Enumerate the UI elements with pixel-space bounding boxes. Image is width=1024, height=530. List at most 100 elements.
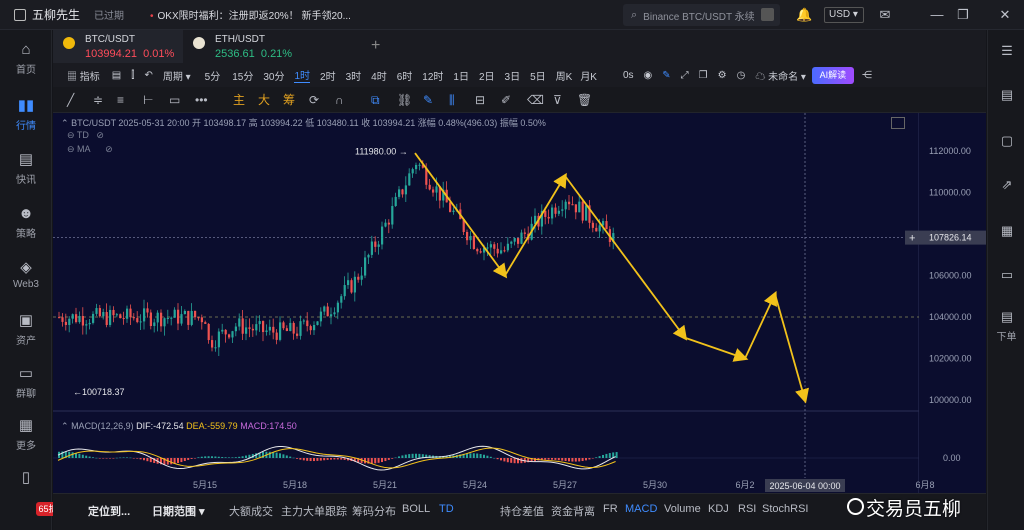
- panel-icon[interactable]: ▭: [1000, 267, 1014, 282]
- indicator-oi-diff[interactable]: 持仓差值: [500, 506, 544, 518]
- trash-icon[interactable]: 🗑: [577, 93, 593, 107]
- price-chart[interactable]: 112000.00110000.00108000.00106000.001040…: [53, 113, 1024, 493]
- info-icon[interactable]: ▢: [1000, 133, 1014, 148]
- sync-icon[interactable]: ⟳: [309, 93, 320, 107]
- indicator-fr[interactable]: FR: [603, 503, 618, 515]
- interval-4h[interactable]: 4时: [371, 71, 387, 83]
- undo-icon[interactable]: ↶: [144, 69, 153, 81]
- nav-home[interactable]: ⌂ 首页: [16, 41, 36, 77]
- scan-icon[interactable]: [761, 8, 774, 21]
- indicator-large-trade[interactable]: 大额成交: [229, 506, 273, 518]
- indicator-boll[interactable]: BOLL: [402, 503, 431, 515]
- trend-icon[interactable]: ⇗: [1001, 177, 1013, 192]
- clock-icon[interactable]: ◷: [736, 69, 746, 81]
- timer-label[interactable]: 0s: [622, 69, 634, 81]
- mail-icon[interactable]: ✉: [879, 7, 891, 22]
- nav-web3[interactable]: ◈ Web3: [13, 259, 39, 291]
- lock-icon[interactable]: ⊟: [475, 93, 486, 107]
- magnet-icon[interactable]: ∩: [335, 93, 344, 107]
- camera-icon[interactable]: ◉: [643, 69, 653, 81]
- main-force-button[interactable]: 主: [233, 93, 246, 107]
- interval-2h[interactable]: 2时: [320, 71, 336, 83]
- hline-tool-icon[interactable]: ≑: [93, 93, 104, 107]
- pencil-icon[interactable]: ✎: [423, 93, 434, 107]
- parallel-tool-icon[interactable]: ≡: [117, 93, 125, 107]
- nav-market[interactable]: ▮▮ 行情: [16, 97, 36, 133]
- order-icon[interactable]: ▤: [1000, 309, 1014, 324]
- indicator-rsi[interactable]: RSI: [738, 503, 757, 515]
- interval-12h[interactable]: 12时: [422, 71, 444, 83]
- indicator-macd[interactable]: MACD: [625, 503, 658, 515]
- indicator-td[interactable]: TD: [439, 503, 454, 515]
- indicator-button[interactable]: ▦ 指标: [67, 71, 100, 83]
- indicator-main-force[interactable]: 主力大单跟踪: [281, 506, 347, 518]
- chart-area[interactable]: 112000.00110000.00108000.00106000.001040…: [53, 113, 1024, 493]
- layers-icon[interactable]: ⧉: [371, 93, 380, 107]
- edit-icon[interactable]: ✐: [501, 93, 512, 107]
- interval-1h[interactable]: 1时: [294, 67, 311, 83]
- date-range-button[interactable]: 日期范围 ▾: [152, 506, 205, 518]
- big-order-button[interactable]: 大: [258, 93, 271, 107]
- ma-indicator-label[interactable]: ⊖ MA ⊘: [67, 144, 113, 154]
- interval-6h[interactable]: 6时: [396, 71, 413, 83]
- nav-news[interactable]: ▤ 快讯: [16, 151, 36, 187]
- copy-icon[interactable]: ❐: [698, 69, 708, 81]
- interval-1d[interactable]: 1日: [453, 71, 469, 83]
- tab-eth[interactable]: ETH/USDT 2536.61 0.21%: [183, 30, 313, 63]
- rect-tool-icon[interactable]: ▭: [169, 93, 181, 107]
- collapse-icon[interactable]: ⌃: [61, 421, 69, 431]
- bell-icon[interactable]: 🔔: [796, 7, 813, 22]
- nav-assets[interactable]: ▣ 资产: [16, 312, 36, 348]
- tab-btc[interactable]: BTC/USDT 103994.21 0.01%: [53, 30, 183, 63]
- fullscreen-icon[interactable]: [891, 117, 905, 129]
- layout-icon[interactable]: ▤: [111, 69, 122, 81]
- interval-week[interactable]: 周K: [555, 71, 573, 83]
- list-icon[interactable]: ☰: [1001, 43, 1013, 58]
- locate-button[interactable]: 定位到...: [88, 506, 131, 518]
- indicator-divergence[interactable]: 资金背离: [551, 506, 595, 518]
- interval-30m[interactable]: 30分: [263, 71, 285, 83]
- line-tool-icon[interactable]: ╱: [67, 93, 75, 107]
- add-tab-icon[interactable]: +: [371, 37, 381, 54]
- share-icon[interactable]: ⋲: [861, 69, 872, 81]
- nav-device[interactable]: ▯: [0, 470, 52, 489]
- interval-2d[interactable]: 2日: [478, 71, 495, 83]
- ai-analysis-button[interactable]: AI解读: [811, 66, 854, 84]
- nav-more[interactable]: ▦ 更多: [16, 417, 36, 453]
- search-input[interactable]: ⌕ Binance BTC/USDT 永续: [623, 4, 780, 26]
- table-icon[interactable]: ▦: [1000, 223, 1014, 238]
- filter-icon[interactable]: ⊽: [553, 93, 562, 107]
- collapse-icon[interactable]: ⌃: [61, 118, 69, 128]
- interval-5m[interactable]: 5分: [204, 71, 221, 83]
- indicator-chip[interactable]: 筹码分布: [352, 506, 396, 518]
- interval-month[interactable]: 月K: [580, 71, 597, 83]
- interval-5d[interactable]: 5日: [530, 71, 546, 83]
- expand-icon[interactable]: ⤢: [680, 69, 689, 81]
- chip-button[interactable]: 筹: [283, 93, 296, 107]
- interval-15m[interactable]: 15分: [232, 71, 254, 83]
- currency-select[interactable]: USD ▾: [824, 7, 864, 23]
- td-indicator-label[interactable]: ⊖ TD ⊘: [67, 130, 104, 140]
- settings-icon[interactable]: ⚙: [717, 69, 727, 81]
- indicator-volume[interactable]: Volume: [664, 503, 701, 515]
- pen-icon[interactable]: ✎: [662, 69, 671, 81]
- cloud-select[interactable]: ☁ 未命名 ▾: [755, 71, 806, 83]
- ray-tool-icon[interactable]: ⊢: [143, 93, 154, 107]
- interval-3h[interactable]: 3时: [345, 71, 362, 83]
- order-label[interactable]: 下单: [996, 332, 1017, 343]
- close-icon[interactable]: ✕: [999, 7, 1011, 22]
- promo-banner[interactable]: • OKX限时福利：注册即返20%！ 新手领20...: [150, 11, 351, 22]
- interval-3d[interactable]: 3日: [504, 71, 521, 83]
- minimize-icon[interactable]: —: [930, 7, 944, 22]
- nav-chat[interactable]: ▭ 群聊: [16, 365, 36, 401]
- period-select[interactable]: 周期 ▾: [162, 71, 191, 83]
- document-icon[interactable]: ▤: [1000, 87, 1014, 102]
- indicator-kdj[interactable]: KDJ: [708, 503, 729, 515]
- nav-strategy[interactable]: ☻ 策略: [16, 205, 36, 241]
- candle-icon[interactable]: ⫿: [131, 69, 135, 81]
- eraser-icon[interactable]: ⌫: [527, 93, 544, 107]
- maximize-icon[interactable]: ❐: [957, 7, 969, 22]
- more-tools-icon[interactable]: •••: [195, 93, 208, 107]
- indicator-stochrsi[interactable]: StochRSI: [762, 503, 809, 515]
- link-icon[interactable]: ⛓: [397, 93, 413, 107]
